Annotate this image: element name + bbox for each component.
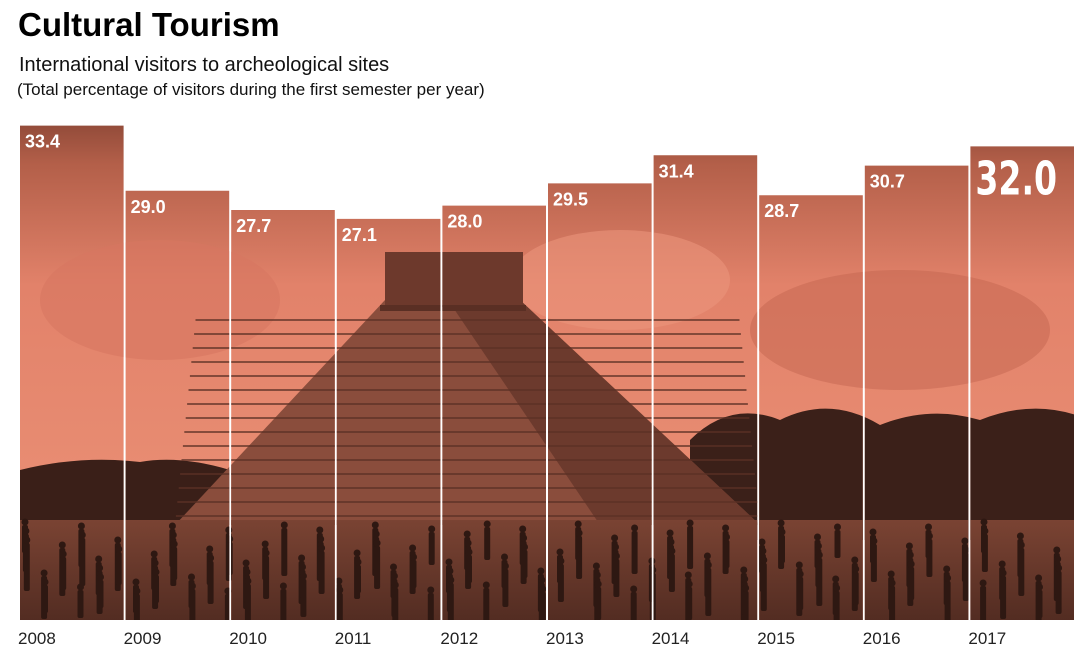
x-tick-label: 2013: [546, 629, 584, 648]
value-label: 33.4: [25, 132, 60, 152]
x-tick-label: 2016: [863, 629, 901, 648]
value-label: 29.5: [553, 189, 588, 209]
bar-photo-fill: [20, 125, 1075, 621]
value-label: 31.4: [659, 161, 694, 181]
x-tick-label: 2012: [440, 629, 478, 648]
value-label: 29.0: [131, 197, 166, 217]
x-tick-label: 2008: [18, 629, 56, 648]
value-label: 28.0: [447, 212, 482, 232]
chart-note: (Total percentage of visitors during the…: [17, 80, 485, 99]
x-tick-label: 2017: [968, 629, 1006, 648]
x-tick-label: 2015: [757, 629, 795, 648]
value-label: 32.0: [975, 153, 1057, 206]
x-tick-label: 2014: [652, 629, 690, 648]
chart-subtitle: International visitors to archeological …: [19, 54, 390, 76]
value-label: 30.7: [870, 172, 905, 192]
value-label: 27.7: [236, 216, 271, 236]
x-tick-label: 2009: [124, 629, 162, 648]
x-tick-label: 2010: [229, 629, 267, 648]
chart-title: Cultural Tourism: [18, 6, 280, 43]
x-tick-label: 2011: [335, 629, 372, 648]
value-label: 28.7: [764, 201, 799, 221]
value-label: 27.1: [342, 225, 377, 245]
